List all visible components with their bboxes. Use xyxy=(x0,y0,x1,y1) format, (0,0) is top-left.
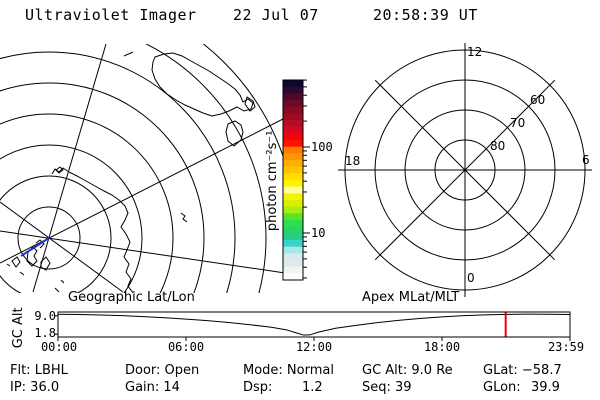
colorbar-axis-label: photon cm⁻²s⁻¹ xyxy=(265,130,281,232)
colorbar-swatch xyxy=(283,180,303,188)
latitude-circle xyxy=(145,44,267,293)
colorbar-swatch xyxy=(283,146,303,154)
coastline xyxy=(151,52,254,117)
geographic-map xyxy=(0,44,286,293)
strip-xtick-1200: 12:00 xyxy=(295,340,333,354)
colorbar-swatch xyxy=(283,226,303,234)
app-title: Ultraviolet Imager xyxy=(25,6,197,24)
colorbar-swatch xyxy=(283,193,303,201)
latitude-circle xyxy=(17,206,81,270)
mlt-label-12: 12 xyxy=(467,45,483,59)
latitude-circle xyxy=(0,175,112,293)
mlt-label-0: 0 xyxy=(467,271,475,285)
island-outline xyxy=(19,271,25,276)
mlat-label-70: 70 xyxy=(510,116,526,130)
spacecraft-track xyxy=(20,237,50,257)
altitude-curve xyxy=(57,313,570,336)
mlt-label-18: 18 xyxy=(345,154,361,168)
meridian-line xyxy=(32,44,107,293)
strip-ytick-top: 9.0 xyxy=(34,309,56,323)
colorbar-swatch xyxy=(283,153,303,161)
status-door: Door: Open xyxy=(125,363,200,378)
mlt-label-6: 6 xyxy=(582,153,590,167)
island-outline xyxy=(40,256,51,271)
colorbar-swatch xyxy=(283,93,303,101)
coastline xyxy=(225,120,244,147)
colorbar-tick-10: 10 xyxy=(311,226,326,240)
status-mode: Mode: Normal xyxy=(243,363,334,378)
status-dsp-value: 1.2 xyxy=(302,380,323,395)
strip-xtick-1800: 18:00 xyxy=(423,340,461,354)
status-glon-value: 39.9 xyxy=(531,380,560,395)
meridian-line xyxy=(0,201,124,293)
strip-ylabel: GC Alt xyxy=(11,307,27,349)
mlat-label-80: 80 xyxy=(490,139,506,153)
status-ip: IP: 36.0 xyxy=(10,380,60,395)
colorbar-swatch xyxy=(283,113,303,121)
apex-grid xyxy=(338,43,592,297)
strip-xtick-2359: 23:59 xyxy=(547,340,585,354)
colorbar-swatch xyxy=(283,106,303,114)
colorbar-swatch xyxy=(283,253,303,261)
colorbar-tick-100: 100 xyxy=(311,140,333,154)
coastline xyxy=(55,166,64,174)
date-label: 22 Jul 07 xyxy=(233,6,319,24)
mlat-label-60: 60 xyxy=(530,93,546,107)
meridian-line xyxy=(0,230,286,274)
status-glon-label: GLon: xyxy=(483,380,521,395)
colorbar-swatch xyxy=(283,160,303,168)
island-outline xyxy=(11,256,21,268)
mlt-spoke xyxy=(374,79,556,261)
colorbar-swatch xyxy=(283,240,303,248)
latitude-circle xyxy=(0,113,174,293)
colorbar-frame xyxy=(282,79,304,281)
strip-xtick-0600: 06:00 xyxy=(167,340,205,354)
colorbar-swatch xyxy=(283,173,303,181)
island-outline xyxy=(60,279,65,284)
colorbar-swatch xyxy=(283,213,303,221)
status-seq: Seq: 39 xyxy=(362,380,412,395)
colorbar-swatch xyxy=(283,120,303,128)
colorbar-swatch xyxy=(283,80,303,88)
coastline xyxy=(180,212,188,223)
colorbar-swatch xyxy=(283,206,303,214)
colorbar-swatch xyxy=(283,260,303,268)
latitude-circle xyxy=(0,82,205,293)
status-gcalt: GC Alt: 9.0 Re xyxy=(362,363,453,378)
status-glat: GLat: −58.7 xyxy=(483,363,562,378)
time-ut-label: 20:58:39 UT xyxy=(373,6,478,24)
strip-xtick-0000: 00:00 xyxy=(40,340,78,354)
colorbar-swatch xyxy=(283,246,303,254)
colorbar-swatch xyxy=(283,273,303,281)
status-gain: Gain: 14 xyxy=(125,380,180,395)
colorbar-swatch xyxy=(283,140,303,148)
colorbar-swatch xyxy=(283,126,303,134)
colorbar-swatch xyxy=(283,86,303,94)
latitude-circle xyxy=(0,51,236,293)
colorbar-swatch xyxy=(283,186,303,194)
colorbar-swatch xyxy=(283,233,303,241)
status-flt: Flt: LBHL xyxy=(10,363,68,378)
colorbar-swatch xyxy=(283,266,303,274)
coastline xyxy=(123,51,134,57)
coastline xyxy=(51,167,134,293)
coastline xyxy=(244,96,256,112)
right-plot-title: Apex MLat/MLT xyxy=(362,290,460,305)
altitude-strip xyxy=(54,311,571,341)
island-outline xyxy=(54,287,60,293)
colorbar-swatch xyxy=(283,100,303,108)
island-outline xyxy=(6,263,11,267)
colorbar-swatch xyxy=(283,200,303,208)
status-dsp-label: Dsp: xyxy=(243,380,273,395)
colorbar-swatch xyxy=(283,166,303,174)
colorbar-swatch xyxy=(283,133,303,141)
colorbar xyxy=(282,79,310,281)
colorbar-swatch xyxy=(283,220,303,228)
left-plot-title: Geographic Lat/Lon xyxy=(68,290,195,305)
latitude-circle xyxy=(0,144,143,293)
strip-ytick-bottom: 1.8 xyxy=(34,326,56,340)
